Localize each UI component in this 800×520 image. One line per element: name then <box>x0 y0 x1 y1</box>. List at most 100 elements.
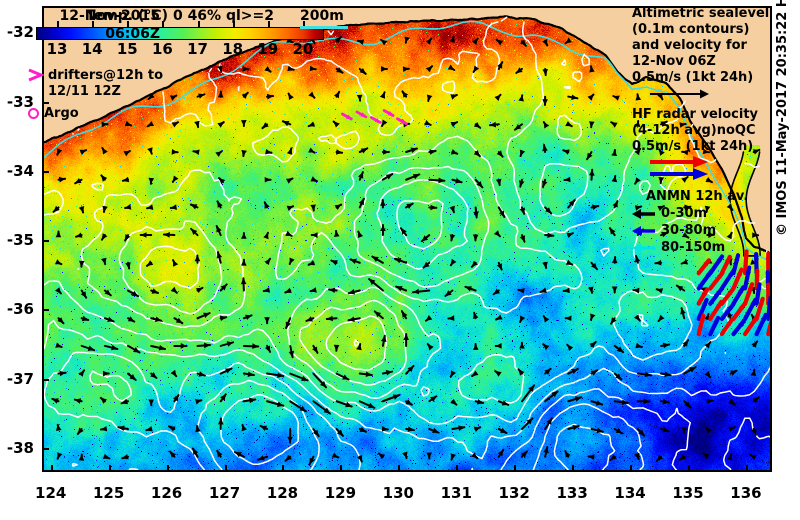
colorbar-tick <box>267 21 270 27</box>
altimetry-arrow-icon <box>650 88 798 105</box>
anmn-legend-item: 0-30m <box>632 206 798 222</box>
altimetry-line1: Altimetric sealevel <box>632 6 770 21</box>
x-axis-label: 126 <box>150 484 183 502</box>
map-plot-area[interactable] <box>42 6 772 472</box>
y-axis-tick <box>42 170 49 173</box>
colorbar-tick <box>92 21 95 27</box>
y-axis-tick <box>42 378 49 381</box>
isobath-key-line <box>300 26 348 29</box>
x-axis-label: 130 <box>382 484 414 502</box>
x-axis-tick <box>398 465 401 472</box>
isobath-key: 200m <box>300 8 348 29</box>
y-axis-label: -36 <box>6 300 34 319</box>
colorbar-tick <box>57 21 60 27</box>
colorbar-tick-label: 17 <box>187 40 208 58</box>
anmn-legend-label: 0-30m <box>661 206 708 222</box>
hf-radar-line2: (4-12h avg)noQC <box>632 122 756 138</box>
timestamp-time: 06:06Z <box>105 25 160 42</box>
altimetry-line5: 0.5m/s (1kt 24h) <box>632 70 754 86</box>
x-axis-tick <box>50 465 53 472</box>
hf-radar-line3: 0.5m/s (1kt 24h) <box>632 138 754 154</box>
anmn-legend-title: ANMN 12h av. <box>646 189 749 205</box>
x-axis-label: 124 <box>35 484 67 502</box>
colorbar-title: Temp. (°C) 0 46% ql>=2 <box>86 8 274 24</box>
colorbar: Temp. (°C) 0 46% ql>=2 13 14 15 16 17 18 19 20 <box>36 8 324 58</box>
colorbar-tick <box>162 21 165 27</box>
argo-legend-label: Argo <box>44 106 79 122</box>
x-axis-label: 127 <box>208 484 241 502</box>
x-axis-tick <box>456 465 459 472</box>
colorbar-tick-label: 20 <box>292 40 314 58</box>
drifter-legend-line2: 12/11 12Z <box>48 83 121 99</box>
x-axis-label: 133 <box>556 484 588 502</box>
argo-circle-icon <box>28 108 39 120</box>
x-axis-label: 129 <box>324 484 357 502</box>
colorbar-tick <box>302 21 305 27</box>
x-axis-tick <box>282 465 285 472</box>
altimetry-line3: and velocity for <box>632 38 747 54</box>
anmn-legend: ANMN 12h av. 0-30m 30-80m 80-150m <box>632 189 798 256</box>
x-axis-tick <box>166 465 169 472</box>
x-axis-tick <box>630 465 633 472</box>
anmn-legend-item: 80-150m <box>632 240 798 256</box>
x-axis-label: 131 <box>440 484 472 502</box>
altimetry-line2: (0.1m contours) <box>632 22 750 38</box>
hf-radar-arrow-icons <box>650 155 798 187</box>
drifter-legend: drifters@12h to 12/11 12Z Argo <box>28 68 163 122</box>
x-axis-tick <box>514 465 517 472</box>
y-axis-tick <box>42 447 49 450</box>
hf-radar-line1: HF radar velocity <box>632 106 759 122</box>
colorbar-tick-label: 16 <box>152 40 173 58</box>
x-axis-tick <box>224 465 227 472</box>
isobath-key-label: 200m <box>300 8 344 24</box>
anmn-arrow-icon <box>632 209 655 220</box>
colorbar-tick-label: 14 <box>81 40 103 58</box>
sst-canvas <box>44 8 770 470</box>
hf-radar-legend: HF radar velocity (4-12h avg)noQC 0.5m/s… <box>632 107 798 187</box>
right-legend-panel: Altimetric sealevel (0.1m contours) and … <box>632 6 798 259</box>
x-axis-label: 132 <box>498 484 530 502</box>
x-axis-label: 136 <box>730 484 762 502</box>
x-axis-tick <box>340 465 343 472</box>
altimetry-line4: 12-Nov 06Z <box>632 54 716 70</box>
anmn-legend-item: 30-80m <box>632 223 798 239</box>
altimetry-legend: Altimetric sealevel (0.1m contours) and … <box>632 6 798 105</box>
anmn-arrow-icon <box>632 226 655 237</box>
colorbar-tick-label: 18 <box>222 40 244 58</box>
y-axis-tick <box>42 101 49 104</box>
x-axis-label: 134 <box>614 484 646 502</box>
x-axis-label: 135 <box>672 484 704 502</box>
timestamp-date: 12-Nov-2015 <box>59 8 160 24</box>
y-axis-label: -32 <box>6 23 34 42</box>
x-axis-tick <box>572 465 575 472</box>
y-axis-tick <box>42 309 49 312</box>
colorbar-tick <box>232 21 235 27</box>
anmn-legend-label: 80-150m <box>661 240 726 256</box>
x-axis-label: 125 <box>92 484 125 502</box>
sst-raster-layer <box>44 8 770 470</box>
anmn-arrow-icon <box>632 243 655 254</box>
drifter-arrow-icon <box>28 68 44 82</box>
colorbar-tick-label: 15 <box>116 40 138 58</box>
y-axis-label: -35 <box>6 231 34 250</box>
drifter-legend-line1: drifters@12h to <box>48 68 164 83</box>
anmn-legend-items: 0-30m 30-80m 80-150m <box>632 206 798 256</box>
y-axis-label: -37 <box>6 369 34 388</box>
colorbar-gradient <box>36 27 324 40</box>
y-axis-label: -33 <box>6 92 34 111</box>
x-axis-tick <box>108 465 111 472</box>
x-axis-label: 128 <box>266 484 299 502</box>
anmn-legend-label: 30-80m <box>661 223 717 239</box>
y-axis-label: -34 <box>6 161 34 180</box>
imos-credit: © IMOS 11-May-2017 20:35:22 Hobart time <box>775 0 790 236</box>
colorbar-tick-label: 19 <box>257 40 279 58</box>
x-axis-tick <box>687 465 690 472</box>
colorbar-tick-labels: 13 14 15 16 17 18 19 20 <box>36 40 324 58</box>
colorbar-tick-label: 13 <box>46 40 68 58</box>
x-axis-tick <box>745 465 748 472</box>
y-axis-label: -38 <box>6 438 34 457</box>
colorbar-tick <box>197 21 200 27</box>
y-axis-tick <box>42 240 49 243</box>
colorbar-tick <box>127 21 130 27</box>
